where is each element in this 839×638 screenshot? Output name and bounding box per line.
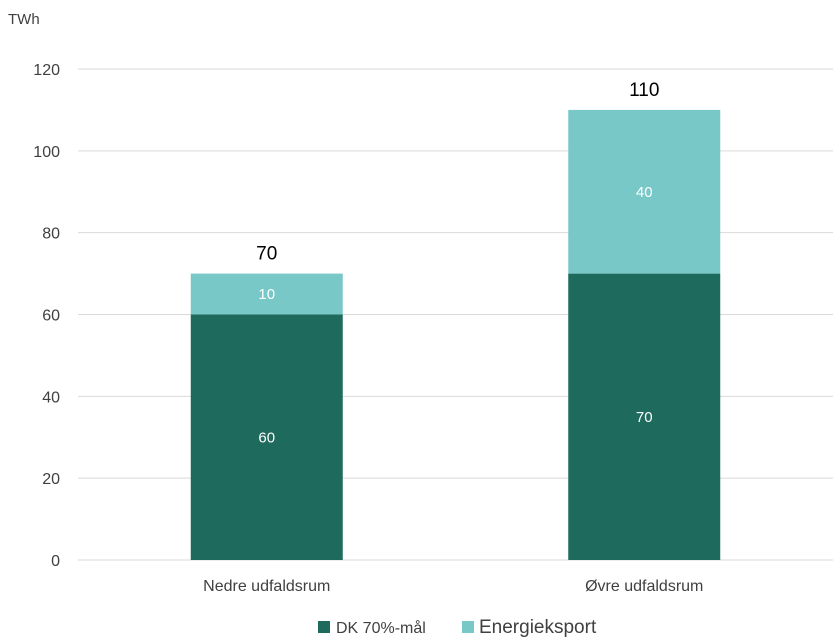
- bar-segment: [568, 109, 721, 274]
- y-tick-label: 100: [33, 144, 60, 161]
- legend-label: Energieksport: [479, 617, 597, 638]
- bar-total-label: 110: [629, 80, 659, 101]
- bar-segment-data-label: 60: [258, 429, 275, 446]
- y-tick-label: 60: [42, 308, 60, 325]
- bar-segment-data-label: 70: [636, 409, 653, 426]
- y-tick-label: 80: [42, 226, 60, 243]
- bar-total-label: 70: [256, 244, 277, 265]
- bar-segment: [190, 314, 343, 560]
- legend-swatch: [462, 621, 474, 633]
- bar-segment-data-label: 10: [258, 286, 275, 303]
- bar-segment-data-label: 40: [636, 184, 653, 201]
- x-axis-category-labels: Nedre udfaldsrum Øvre udfaldsrum: [203, 578, 703, 595]
- bar-segment: [568, 273, 721, 560]
- legend: DK 70%-mål Energieksport: [318, 617, 597, 638]
- y-axis-tick-labels: 0 20 40 60 80 100 120: [33, 62, 60, 570]
- y-axis-unit-label: TWh: [8, 11, 40, 28]
- y-tick-label: 0: [51, 553, 60, 570]
- y-tick-label: 20: [42, 471, 60, 488]
- x-category-label: Nedre udfaldsrum: [203, 578, 330, 595]
- bar-segment: [190, 273, 343, 315]
- legend-label: DK 70%-mål: [336, 619, 426, 637]
- y-tick-label: 40: [42, 389, 60, 406]
- y-tick-label: 120: [33, 62, 60, 79]
- x-category-label: Øvre udfaldsrum: [585, 578, 703, 595]
- legend-swatch: [318, 621, 330, 633]
- bars: 60 10 70 70 40 110: [190, 80, 721, 560]
